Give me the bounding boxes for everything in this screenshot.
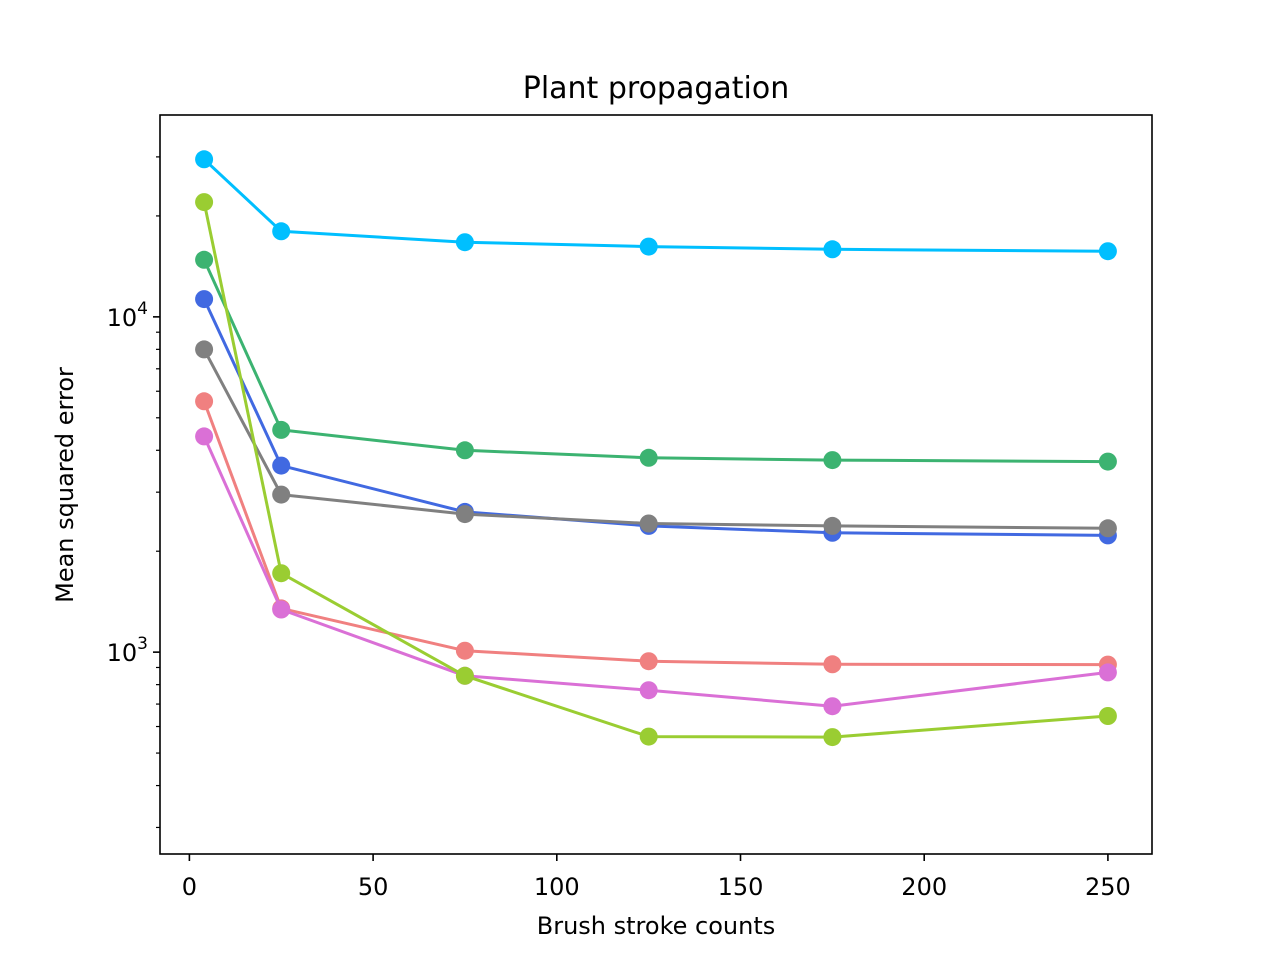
data-point [639,514,658,533]
series-7 [195,193,1117,747]
data-point [272,420,291,439]
data-point [195,392,214,411]
x-tick-label: 50 [358,873,389,901]
data-point [272,456,291,475]
series-2 [195,250,1117,471]
chart-title: Plant propagation [523,71,790,106]
data-point [272,222,291,241]
series-line [203,158,1108,253]
data-point [1098,663,1117,682]
data-point [823,516,842,535]
x-tick-label: 200 [901,873,947,901]
data-point [195,290,214,309]
plot-frame [159,114,1153,855]
x-tick-label: 100 [534,873,580,901]
data-point [823,655,842,674]
data-point [823,728,842,747]
data-point [639,681,658,700]
data-point [455,641,474,660]
y-axis-label: Mean squared error [51,367,79,603]
y-tick-label-exponent: 4 [137,299,148,319]
data-point [639,448,658,467]
data-point [639,237,658,256]
data-point [639,652,658,671]
data-point [272,485,291,504]
data-point [1098,707,1117,725]
x-axis: 0 50 100 150 200 250 [182,854,1131,901]
y-tick-label-base: 10 [107,639,138,667]
data-point [823,240,842,259]
x-axis-label: Brush stroke counts [537,912,775,940]
series-line [202,259,1108,464]
data-point [195,193,214,212]
y-tick-label: 104 [107,299,148,332]
data-point [195,340,214,359]
x-tick-label: 0 [182,873,197,901]
data-point [1098,242,1117,261]
data-point [823,451,842,470]
series-line [202,201,1109,739]
y-tick-label-base: 10 [107,304,138,332]
y-tick-label: 103 [107,634,148,667]
series-4 [195,340,1117,538]
data-point [272,564,291,583]
data-point [195,427,214,446]
series-line [202,400,1108,667]
data-point [455,505,474,524]
x-tick-label: 150 [718,873,764,901]
x-tick-label: 250 [1085,873,1131,901]
data-point [1098,452,1117,471]
data-point [195,250,214,269]
series-1 [195,150,1117,261]
data-point [272,600,291,619]
data-point [1098,519,1117,538]
series-line [202,348,1108,530]
data-point [195,150,214,169]
y-tick-label-exponent: 3 [137,634,148,654]
plot-area [195,150,1117,747]
data-point [823,697,842,716]
data-point [455,666,474,685]
data-point [455,441,474,460]
series-line [202,435,1109,708]
data-point [455,233,474,252]
data-point [639,727,658,746]
